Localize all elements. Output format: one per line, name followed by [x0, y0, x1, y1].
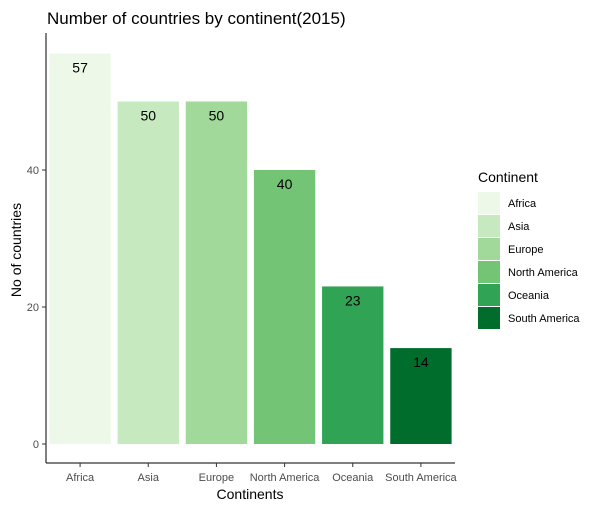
y-tick-label: 40 — [27, 165, 39, 177]
data-label-oceania: 23 — [345, 292, 361, 308]
y-axis: 0 20 40 — [27, 33, 47, 463]
legend-key-asia — [478, 215, 500, 237]
legend: Continent Africa Asia Europe North America O… — [478, 169, 580, 329]
legend-label-europe: Europe — [508, 244, 543, 256]
bars-group — [49, 53, 452, 445]
legend-label-africa: Africa — [508, 198, 537, 210]
data-label-africa: 57 — [72, 60, 88, 76]
bar-africa — [49, 53, 111, 445]
bar-oceania — [322, 286, 384, 444]
legend-key-africa — [478, 192, 500, 214]
legend-key-south-america — [478, 307, 500, 329]
legend-key-north-america — [478, 261, 500, 283]
data-label-europe: 50 — [209, 108, 225, 124]
data-labels-group: 57 50 50 40 23 14 — [72, 60, 429, 371]
x-tick-label-north-america: North America — [250, 472, 321, 484]
bar-asia — [117, 101, 179, 444]
data-label-south-america: 14 — [413, 354, 429, 370]
x-tick-label-oceania: Oceania — [332, 472, 374, 484]
data-label-asia: 50 — [140, 108, 156, 124]
data-label-north-america: 40 — [277, 176, 293, 192]
legend-items: Africa Asia Europe North America Oceania Sout… — [478, 192, 580, 329]
x-axis-title: Continents — [217, 486, 284, 502]
x-tick-label-south-america: South America — [385, 472, 457, 484]
y-tick-label: 0 — [33, 439, 39, 451]
legend-title: Continent — [478, 169, 538, 185]
bar-north-america — [253, 170, 316, 444]
x-tick-label-asia: Asia — [138, 472, 160, 484]
legend-key-europe — [478, 238, 500, 260]
bar-south-america — [390, 348, 452, 444]
y-tick-label: 20 — [27, 302, 39, 314]
x-axis: Africa Asia Europe North America Oceania Sout… — [46, 462, 458, 484]
legend-label-north-america: North America — [508, 267, 579, 279]
chart-title: Number of countries by continent(2015) — [47, 9, 346, 28]
legend-key-oceania — [478, 284, 500, 306]
legend-label-oceania: Oceania — [508, 290, 550, 302]
bar-europe — [185, 101, 248, 444]
x-tick-label-europe: Europe — [199, 472, 234, 484]
y-axis-title: No of countries — [8, 203, 24, 297]
legend-label-south-america: South America — [508, 313, 580, 325]
x-tick-label-africa: Africa — [66, 472, 95, 484]
legend-label-asia: Asia — [508, 221, 530, 233]
